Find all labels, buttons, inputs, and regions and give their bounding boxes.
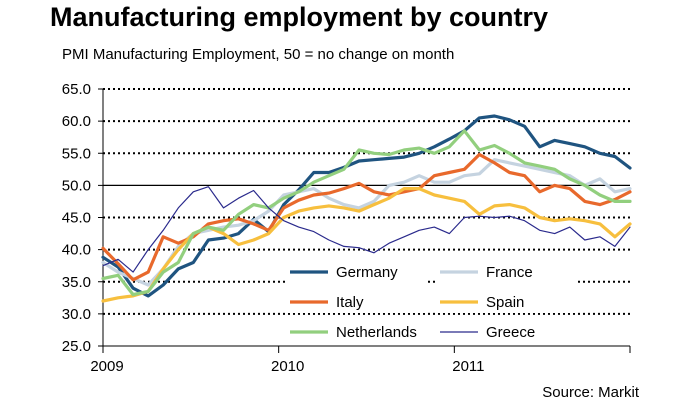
legend-label-spain: Spain bbox=[486, 294, 524, 311]
series-lines bbox=[101, 114, 632, 303]
y-tick-label: 65.0 bbox=[62, 81, 91, 98]
y-tick-label: 60.0 bbox=[62, 113, 91, 130]
legend: Germany France Italy Spain Netherlands Greece bbox=[288, 261, 578, 343]
chart-title: Manufacturing employment by country bbox=[50, 2, 549, 32]
legend-label-netherlands: Netherlands bbox=[336, 324, 417, 341]
y-axis: 65.0 60.0 55.0 50.0 45.0 40.0 35.0 30.0 25.0 bbox=[62, 81, 104, 355]
x-tick-label: 2009 bbox=[90, 358, 123, 375]
x-tick-label: 2011 bbox=[452, 358, 484, 375]
x-tick-label: 2010 bbox=[271, 358, 304, 375]
series-line-germany bbox=[101, 114, 632, 298]
legend-bg bbox=[288, 321, 428, 343]
legend-bg bbox=[438, 261, 578, 283]
y-tick-label: 35.0 bbox=[62, 274, 91, 291]
y-tick-label: 50.0 bbox=[62, 177, 91, 194]
y-tick-label: 30.0 bbox=[62, 306, 91, 323]
y-tick-label: 55.0 bbox=[62, 145, 91, 162]
legend-label-italy: Italy bbox=[336, 294, 364, 311]
legend-bg bbox=[288, 291, 428, 313]
legend-label-greece: Greece bbox=[486, 324, 535, 341]
y-tick-label: 40.0 bbox=[62, 242, 91, 259]
y-tick-label: 45.0 bbox=[62, 210, 91, 227]
source-note: Source: Markit bbox=[542, 384, 639, 401]
chart-subtitle: PMI Manufacturing Employment, 50 = no ch… bbox=[62, 46, 455, 63]
legend-bg bbox=[288, 261, 428, 283]
grid-lines bbox=[103, 88, 630, 315]
y-tick-label: 25.0 bbox=[62, 338, 91, 355]
x-axis: 2009 2010 2011 bbox=[90, 345, 631, 375]
series-line-greece bbox=[102, 186, 631, 273]
legend-bg bbox=[438, 291, 578, 313]
series-line-netherlands bbox=[101, 129, 632, 297]
legend-bg bbox=[438, 321, 578, 343]
legend-label-germany: Germany bbox=[336, 264, 398, 281]
legend-label-france: France bbox=[486, 264, 533, 281]
